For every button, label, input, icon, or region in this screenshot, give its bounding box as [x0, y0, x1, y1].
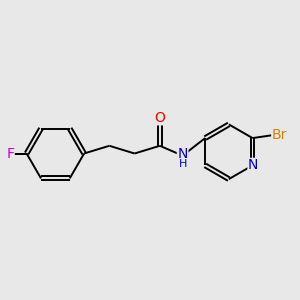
Text: F: F — [6, 146, 14, 161]
Text: Br: Br — [272, 128, 287, 142]
Text: N: N — [177, 147, 188, 161]
Text: N: N — [248, 158, 258, 172]
Text: H: H — [178, 159, 187, 170]
Text: O: O — [154, 111, 165, 125]
